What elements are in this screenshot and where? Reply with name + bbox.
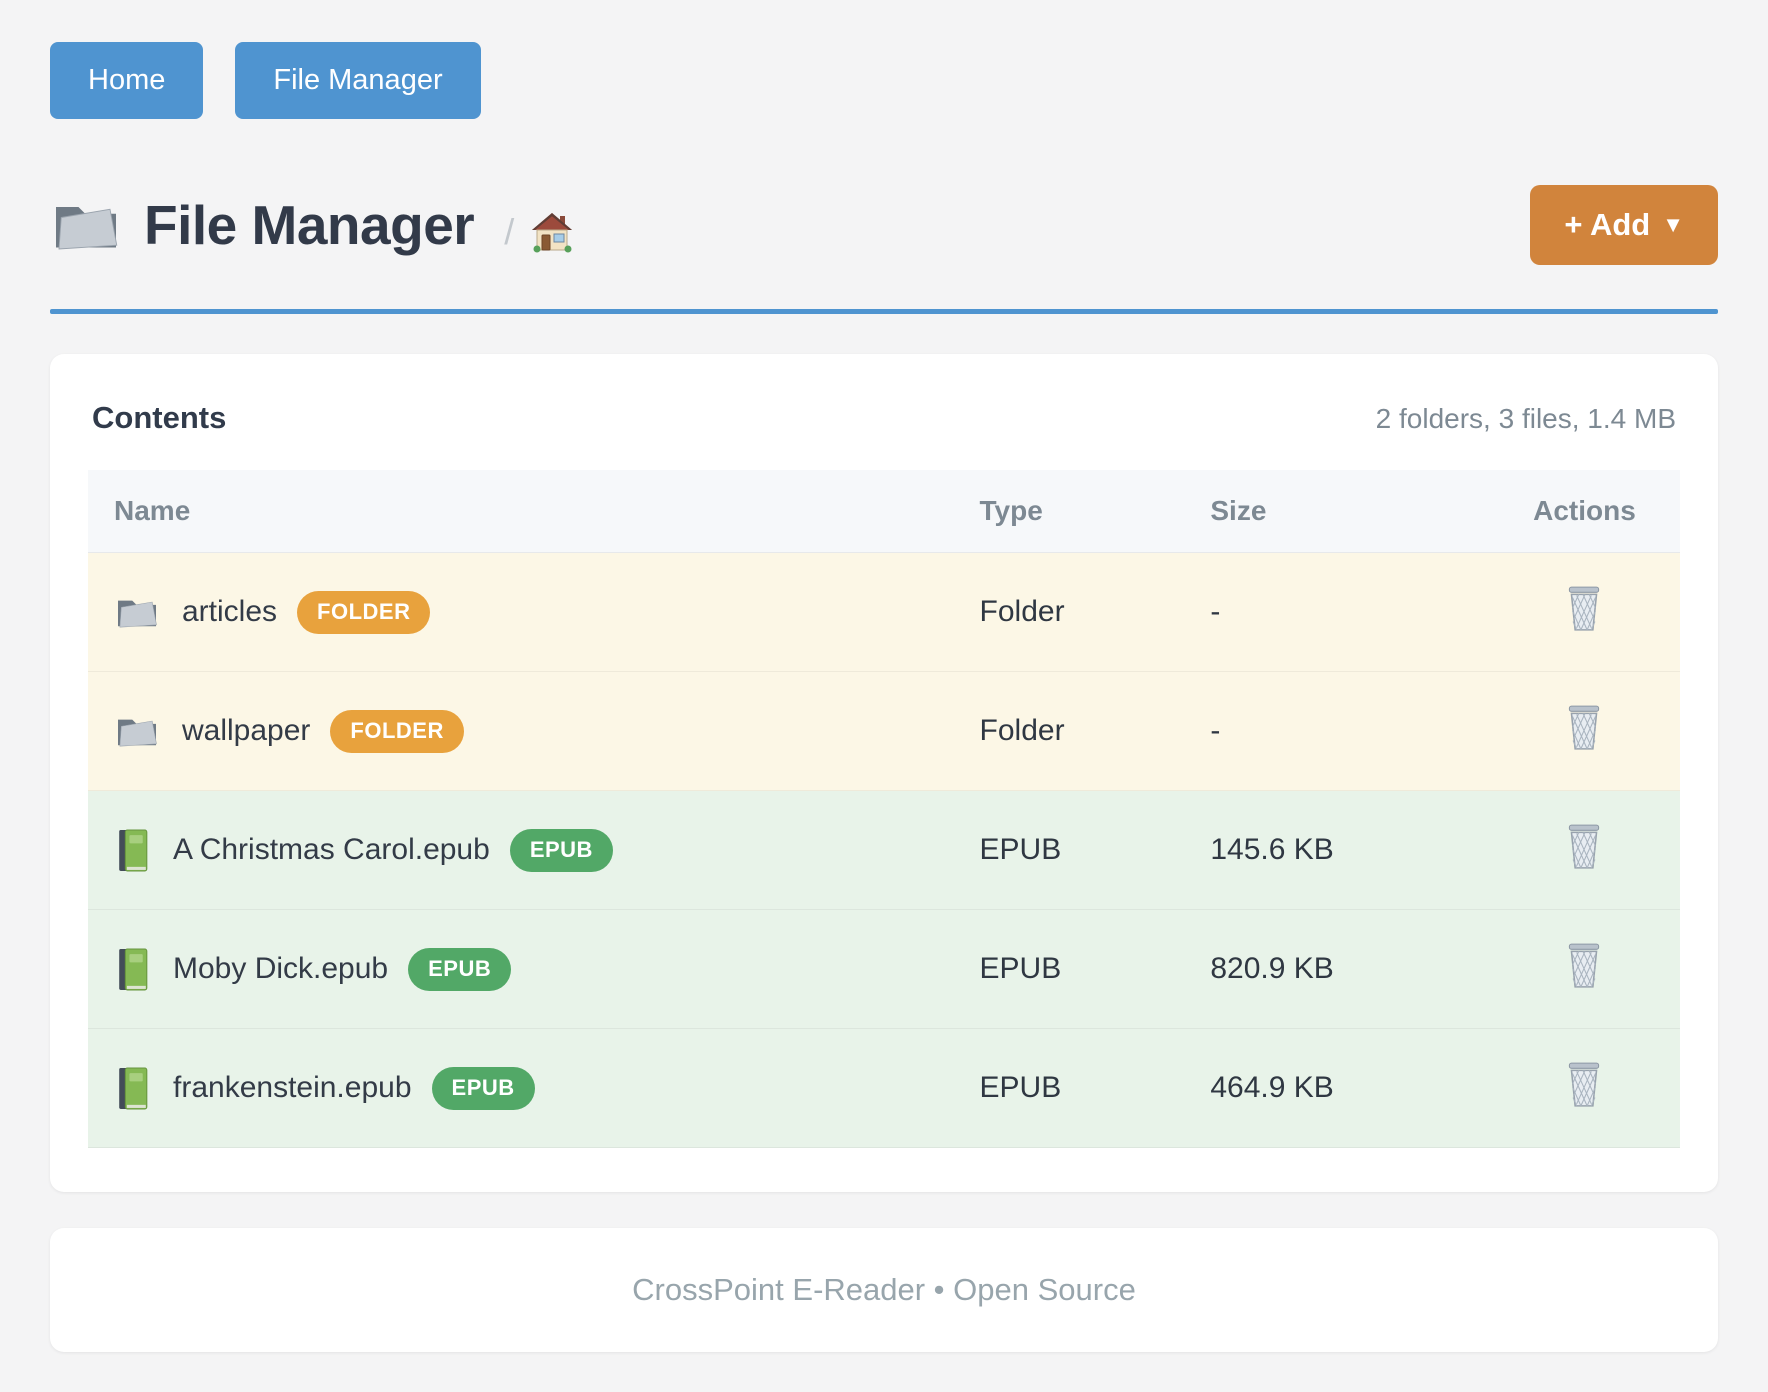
column-header-actions: Actions [1488,470,1680,553]
column-header-type: Type [979,470,1211,553]
add-button-label: + Add [1564,207,1651,242]
column-header-size: Size [1210,470,1489,553]
chevron-down-icon: ▼ [1662,212,1684,237]
contents-title: Contents [92,400,227,435]
table-row[interactable]: Moby Dick.epub EPUB EPUB 820.9 KB [88,909,1680,1029]
name-cell: wallpaper FOLDER [88,671,980,791]
trash-icon [1563,704,1605,752]
delete-button[interactable] [1561,583,1607,635]
open-folder-icon [50,195,122,255]
actions-cell [1488,1028,1680,1148]
contents-card-header: Contents 2 folders, 3 files, 1.4 MB [88,400,1680,436]
page-title: File Manager [144,194,475,256]
footer-text: CrossPoint E-Reader • Open Source [632,1272,1136,1307]
file-table-head: Name Type Size Actions [88,470,1680,553]
trash-icon [1563,823,1605,871]
file-size: - [1210,671,1489,791]
file-size: 464.9 KB [1210,1028,1489,1148]
type-badge: FOLDER [297,590,431,634]
table-row[interactable]: articles FOLDER Folder - [88,552,1680,672]
file-name[interactable]: wallpaper [182,714,311,747]
trash-icon [1563,942,1605,990]
file-name[interactable]: articles [182,595,278,628]
contents-card: Contents 2 folders, 3 files, 1.4 MB Name… [50,354,1718,1192]
trash-icon [1563,585,1605,633]
type-badge: EPUB [431,1066,535,1110]
file-table: Name Type Size Actions articles FOLDER [88,470,1680,1148]
book-icon [114,828,151,873]
delete-button[interactable] [1561,1059,1607,1111]
book-icon [114,947,151,992]
home-icon[interactable] [530,210,574,254]
title-group: File Manager / [50,193,574,257]
type-badge: EPUB [509,828,613,872]
delete-button[interactable] [1561,940,1607,992]
delete-button[interactable] [1561,821,1607,873]
type-badge: EPUB [408,947,512,991]
table-row[interactable]: frankenstein.epub EPUB EPUB 464.9 KB [88,1028,1680,1148]
file-size: - [1210,552,1489,672]
trash-icon [1563,1061,1605,1109]
book-icon [114,1066,151,1111]
folder-icon [114,593,160,631]
file-type: EPUB [979,909,1211,1029]
file-name[interactable]: A Christmas Carol.epub [173,833,490,866]
top-nav: Home File Manager [50,42,1718,119]
file-type: EPUB [979,790,1211,910]
actions-cell [1488,671,1680,791]
file-type: Folder [979,552,1211,672]
file-name[interactable]: Moby Dick.epub [173,952,389,985]
file-type: Folder [979,671,1211,791]
table-row[interactable]: wallpaper FOLDER Folder - [88,671,1680,791]
file-manager-nav-button[interactable]: File Manager [235,42,481,119]
breadcrumb: / [504,210,574,254]
home-nav-button[interactable]: Home [50,42,204,119]
name-cell: frankenstein.epub EPUB [88,1028,980,1148]
name-cell: articles FOLDER [88,552,980,672]
file-size: 820.9 KB [1210,909,1489,1029]
file-name[interactable]: frankenstein.epub [173,1071,412,1104]
file-size: 145.6 KB [1210,790,1489,910]
name-cell: Moby Dick.epub EPUB [88,909,980,1029]
table-row[interactable]: A Christmas Carol.epub EPUB EPUB 145.6 K… [88,790,1680,910]
footer-card: CrossPoint E-Reader • Open Source [50,1228,1718,1352]
page-header: File Manager / + A [50,185,1718,265]
breadcrumb-separator: / [504,211,515,252]
name-cell: A Christmas Carol.epub EPUB [88,790,980,910]
column-header-name: Name [88,470,980,553]
contents-summary: 2 folders, 3 files, 1.4 MB [1375,403,1676,434]
actions-cell [1488,790,1680,910]
delete-button[interactable] [1561,702,1607,754]
file-table-body: articles FOLDER Folder - [88,552,1680,1148]
file-type: EPUB [979,1028,1211,1148]
add-button[interactable]: + Add ▼ [1530,185,1718,265]
actions-cell [1488,552,1680,672]
type-badge: FOLDER [330,709,464,753]
actions-cell [1488,909,1680,1029]
header-divider [50,309,1718,314]
folder-icon [114,712,160,750]
